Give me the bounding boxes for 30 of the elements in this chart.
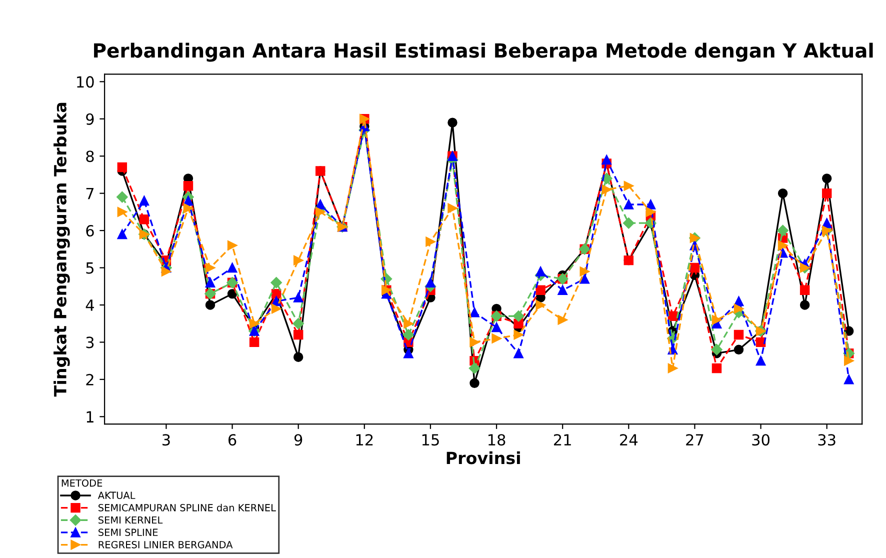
y-tick-label: 4: [86, 300, 94, 311]
y-tick-label: 6: [86, 225, 94, 237]
y-tick-label: 5: [86, 262, 94, 274]
x-tick-label: 15: [422, 434, 439, 446]
legend-title: METODE: [62, 479, 102, 487]
legend-label: SEMICAMPURAN SPLINE dan KERNEL: [98, 504, 276, 512]
x-tick-label: 21: [554, 434, 571, 446]
x-tick-label: 6: [228, 434, 236, 446]
y-tick-label: 2: [86, 374, 94, 386]
x-tick-label: 33: [818, 434, 836, 446]
legend-label: AKTUAL: [98, 492, 136, 500]
x-tick-label: 18: [488, 434, 506, 446]
x-axis-title: Provinsi: [446, 451, 520, 464]
x-tick-label: 12: [356, 434, 373, 446]
legend-label: SEMI KERNEL: [98, 516, 163, 524]
y-tick-label: 1: [86, 411, 94, 422]
y-tick-label: 3: [86, 336, 94, 348]
chart-title: Perbandingan Antara Hasil Estimasi Beberapa Metode dengan Y Aktual: [94, 42, 873, 62]
y-tick-label: 10: [77, 76, 94, 88]
x-tick-label: 24: [620, 434, 638, 446]
x-tick-label: 3: [162, 434, 170, 446]
y-tick-label: 9: [86, 113, 94, 125]
y-axis-title: Tingkat Pengangguran Terbuka: [54, 102, 70, 397]
y-tick-label: 8: [86, 150, 94, 162]
x-tick-label: 27: [686, 434, 704, 446]
x-tick-label: 30: [752, 434, 770, 446]
x-tick-label: 9: [294, 434, 302, 446]
legend-label: REGRESI LINIER BERGANDA: [98, 540, 233, 548]
y-tick-label: 7: [86, 188, 94, 200]
legend-label: SEMI SPLINE: [98, 528, 158, 536]
